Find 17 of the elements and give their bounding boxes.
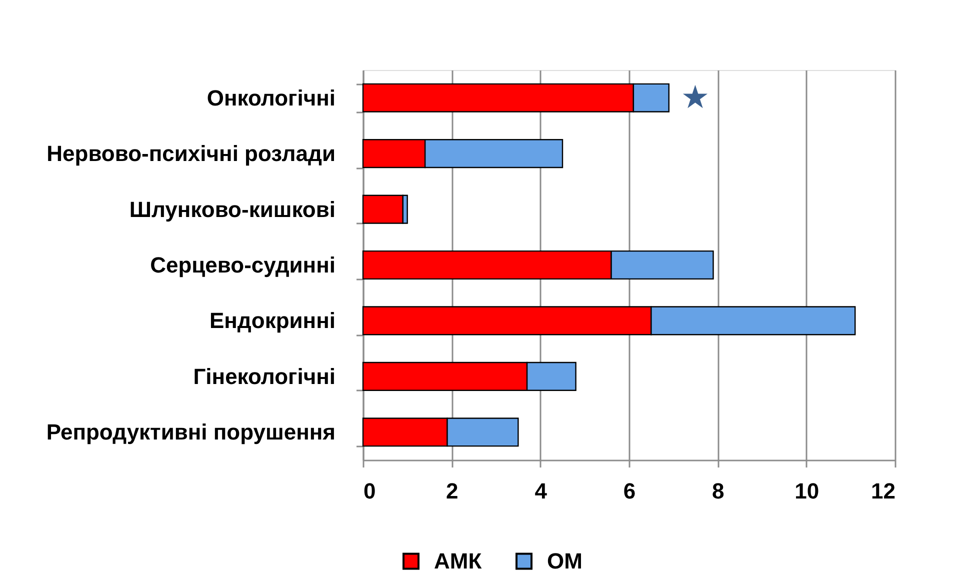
x-tick-label: 12 [871,478,896,504]
x-tick-label: 4 [534,478,548,504]
legend-label: АМК [434,548,482,574]
x-tick-label: 10 [794,478,820,504]
y-tick-label: Серцево-судинні [150,252,336,278]
annotation: ★ [680,78,710,116]
x-tick-label: 6 [623,478,636,504]
x-tick-label: 2 [446,478,458,504]
x-tick-label: 8 [712,478,724,504]
y-tick-label: Нервово-психічні розлади [46,141,336,166]
y-tick-label: Шлунково-кишкові [129,196,336,222]
y-tick-label: Гінекологічні [193,364,336,389]
x-tick-label: 0 [364,478,376,504]
y-tick-label: Репродуктивні порушення [46,420,336,445]
y-tick-label: Ендокринні [209,308,336,334]
y-tick-label: Онкологічні [206,85,336,110]
legend-label: ОМ [547,548,582,574]
